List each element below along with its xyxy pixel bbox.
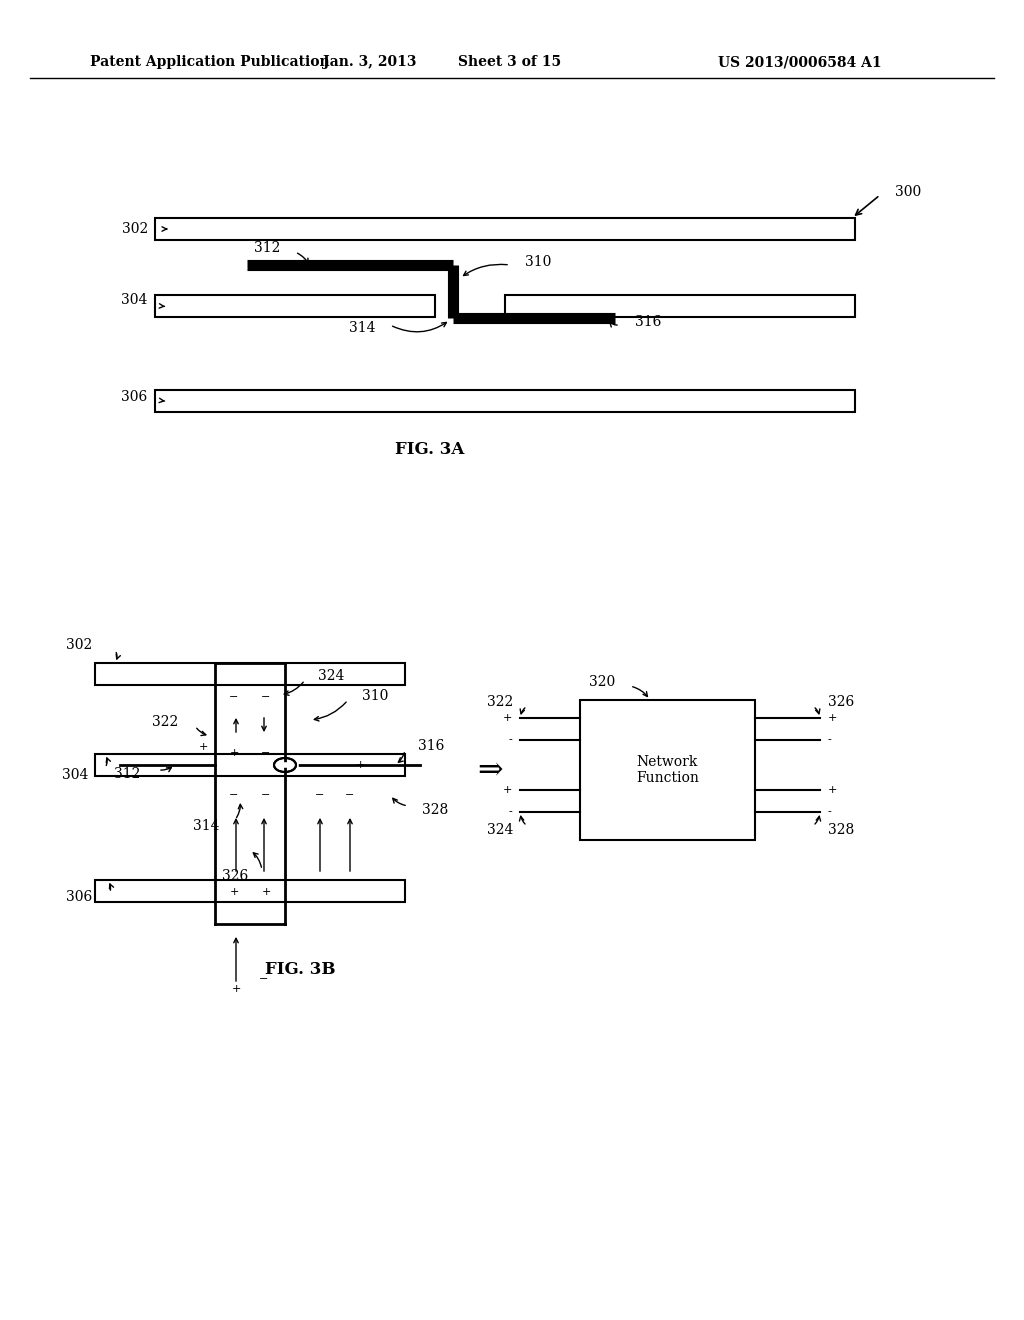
- Text: −: −: [229, 789, 239, 800]
- Text: −: −: [259, 974, 268, 983]
- Text: 328: 328: [828, 822, 854, 837]
- Text: −: −: [261, 748, 270, 758]
- Text: 322: 322: [486, 696, 513, 709]
- Text: +: +: [231, 983, 241, 994]
- Text: 324: 324: [486, 822, 513, 837]
- Text: -: -: [828, 735, 831, 744]
- Text: 322: 322: [152, 715, 178, 729]
- Text: ⇒: ⇒: [477, 755, 503, 785]
- Text: 302: 302: [122, 222, 148, 236]
- Text: 326: 326: [828, 696, 854, 709]
- Bar: [580, 700, 755, 840]
- Text: +: +: [503, 785, 512, 795]
- Text: 326: 326: [222, 869, 248, 883]
- Text: 310: 310: [362, 689, 388, 704]
- Text: -: -: [828, 807, 831, 817]
- Text: 312: 312: [254, 242, 280, 255]
- Bar: [505, 294, 855, 317]
- Text: 328: 328: [422, 803, 449, 817]
- Text: Jan. 3, 2013: Jan. 3, 2013: [324, 55, 417, 69]
- Text: 302: 302: [66, 638, 92, 652]
- Text: −: −: [229, 692, 239, 702]
- Text: Network
Function: Network Function: [636, 755, 699, 785]
- Bar: [95, 880, 406, 902]
- Text: +: +: [355, 760, 365, 770]
- Text: FIG. 3A: FIG. 3A: [395, 441, 465, 458]
- Text: Sheet 3 of 15: Sheet 3 of 15: [459, 55, 561, 69]
- Text: 300: 300: [895, 185, 922, 199]
- Text: 316: 316: [635, 315, 662, 329]
- Text: +: +: [503, 713, 512, 723]
- Text: 314: 314: [194, 818, 220, 833]
- Text: Patent Application Publication: Patent Application Publication: [90, 55, 330, 69]
- Text: +: +: [229, 748, 239, 758]
- Text: 306: 306: [121, 389, 147, 404]
- Bar: [95, 754, 406, 776]
- Bar: [95, 663, 406, 685]
- Text: −: −: [261, 789, 270, 800]
- Text: −: −: [261, 692, 270, 702]
- Text: 320: 320: [589, 675, 615, 689]
- Text: 304: 304: [121, 293, 147, 308]
- Text: 314: 314: [348, 321, 375, 335]
- Text: +: +: [828, 785, 838, 795]
- Text: -: -: [508, 807, 512, 817]
- Bar: [155, 218, 855, 240]
- Text: +: +: [828, 713, 838, 723]
- Text: US 2013/0006584 A1: US 2013/0006584 A1: [718, 55, 882, 69]
- Bar: [155, 389, 855, 412]
- Text: FIG. 3B: FIG. 3B: [265, 961, 335, 978]
- Text: 304: 304: [61, 768, 88, 781]
- Text: -: -: [508, 735, 512, 744]
- Text: +: +: [261, 887, 270, 898]
- Text: −: −: [315, 789, 325, 800]
- Text: 306: 306: [66, 890, 92, 904]
- Text: 310: 310: [525, 255, 551, 269]
- Text: +: +: [229, 887, 239, 898]
- Text: 312: 312: [114, 767, 140, 781]
- Text: −: −: [345, 789, 354, 800]
- Text: +: +: [199, 742, 208, 752]
- Text: 316: 316: [418, 739, 444, 752]
- Text: 324: 324: [318, 669, 344, 682]
- Bar: [155, 294, 435, 317]
